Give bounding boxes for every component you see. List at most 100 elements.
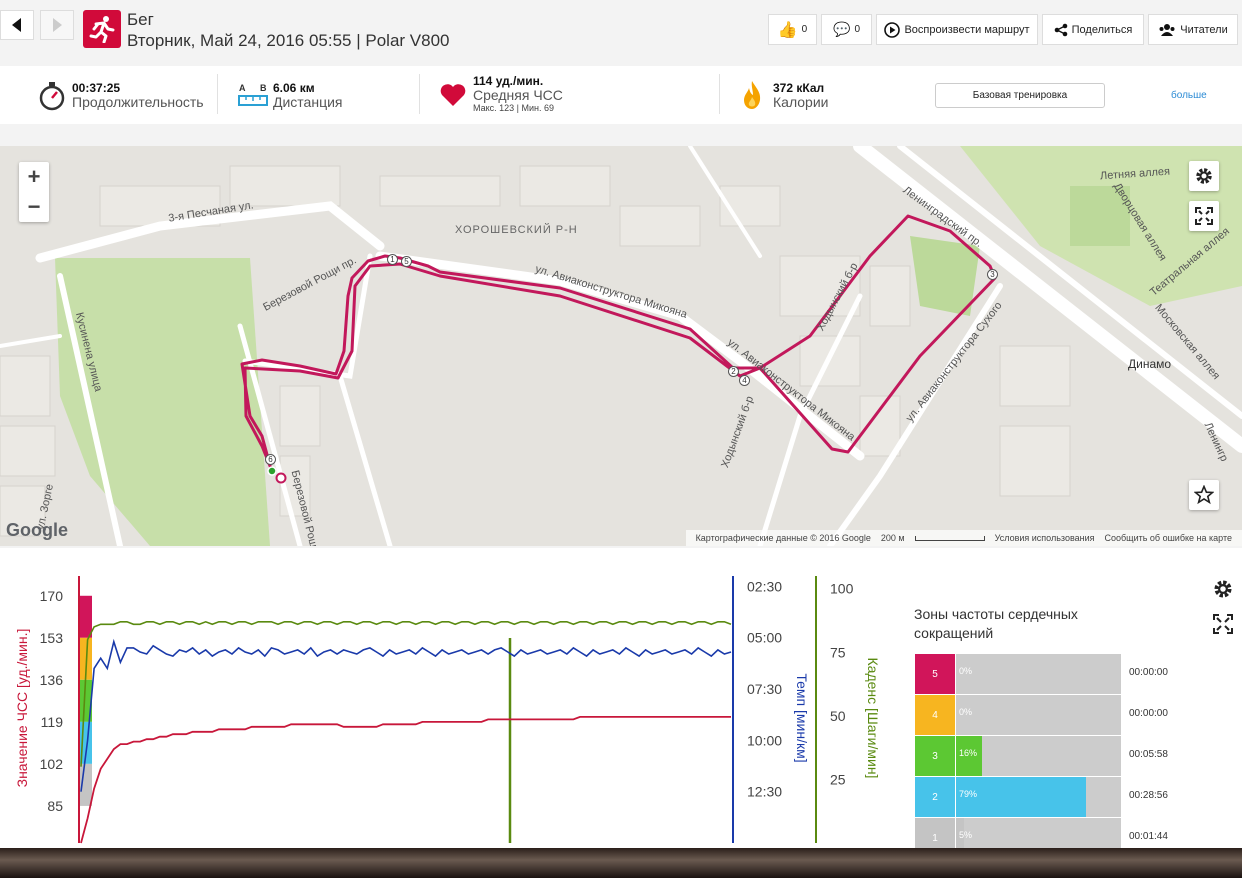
google-logo: Google <box>6 520 68 540</box>
hr-zone-row: 4 0% 00:00:00 <box>915 695 1215 735</box>
map-scale: 200 м <box>880 533 905 543</box>
duration-value: 00:37:25 <box>72 81 121 95</box>
hr-zone-time: 00:01:44 <box>1129 831 1168 842</box>
cadence-axis-label: Каденс [Шаги/мин] <box>865 658 881 779</box>
pace-line <box>80 638 732 792</box>
fullscreen-icon <box>1213 614 1233 634</box>
hr-zone-bar-track: 0% <box>956 654 1121 694</box>
forward-button[interactable] <box>40 10 74 40</box>
summary-bar: 00:37:25 Продолжительность A B 6.06 км Д… <box>0 66 1242 124</box>
pace-tick-label: 02:30 <box>747 578 782 594</box>
replay-route-button[interactable]: Воспроизвести маршрут <box>876 14 1038 45</box>
session-chart: 170 153 136 119 102 85 02:30 05:00 07:30 10:00 12… <box>14 576 881 844</box>
cadence-tick-label: 25 <box>830 771 846 787</box>
hr-zone-percent: 0% <box>959 666 973 676</box>
chart-settings-button[interactable] <box>1208 575 1238 603</box>
pace-tick-label: 10:00 <box>747 732 782 748</box>
hr-line <box>80 716 731 844</box>
hr-zone-row: 5 0% 00:00:00 <box>915 654 1215 694</box>
flame-icon <box>744 81 761 109</box>
comment-count: 0 <box>854 24 860 35</box>
km-marker: 3 <box>987 269 998 280</box>
distance-a-label: A <box>239 83 246 93</box>
avg-hr-value: 114 уд./мин. <box>473 74 544 88</box>
training-type-button[interactable]: Базовая тренировка <box>935 83 1105 108</box>
district-label: ХОРОШЕВСКИЙ Р-Н <box>455 224 578 236</box>
running-icon <box>83 10 121 48</box>
zoom-in-button[interactable]: + <box>27 164 41 189</box>
gear-icon <box>1196 168 1212 184</box>
hr-zone-bar-fill <box>956 818 965 858</box>
zoom-out-button[interactable]: − <box>27 194 41 219</box>
zoom-control: + − <box>19 162 49 222</box>
sport-title: Бег <box>127 10 154 29</box>
pace-tick-label: 07:30 <box>747 681 782 697</box>
pace-tick-label: 05:00 <box>747 630 782 646</box>
os-taskbar <box>0 848 1242 878</box>
hr-zone-time: 00:00:00 <box>1129 708 1168 719</box>
chevron-right-icon <box>53 18 62 32</box>
comment-button[interactable]: 💬 0 <box>821 14 872 45</box>
hr-tick-label: 119 <box>41 714 64 730</box>
km-marker: 4 <box>739 375 750 386</box>
header: Бег Вторник, Май 24, 2016 05:55 | Polar … <box>0 0 1242 64</box>
hr-zones-title: Зоны частоты сердечных сокращений <box>914 606 1078 641</box>
thumbs-up-icon: 👍 <box>777 21 798 39</box>
back-button[interactable] <box>0 10 34 40</box>
map-canvas <box>0 146 1242 546</box>
ruler-icon <box>238 95 268 106</box>
readers-button[interactable]: Читатели <box>1148 14 1238 45</box>
calories-value: 372 кКал <box>773 81 825 95</box>
terms-link[interactable]: Условия использования <box>994 533 1095 543</box>
like-count: 0 <box>801 24 808 35</box>
pace-axis-label: Темп [мин/км] <box>794 673 810 762</box>
hr-zone-bar-track: 79% <box>956 777 1121 817</box>
scale-bar <box>914 535 985 541</box>
session-date: Вторник, Май 24, 2016 05:55 | Polar V800 <box>127 31 450 50</box>
hr-zone-row: 3 16% 00:05:58 <box>915 736 1215 776</box>
hr-tick-label: 136 <box>40 672 64 688</box>
hr-zone-band <box>80 679 92 722</box>
duration-label: Продолжительность <box>72 94 204 110</box>
distance-label: Дистанция <box>273 94 343 110</box>
map-fullscreen-button[interactable] <box>1189 201 1219 231</box>
distance-b-label: B <box>260 83 267 93</box>
hr-zone-time: 00:05:58 <box>1129 749 1168 760</box>
play-icon <box>884 21 901 38</box>
map-attribution: Картографические данные © 2016 Google 20… <box>685 530 1242 546</box>
hr-zone-band <box>80 595 92 638</box>
share-button[interactable]: Поделиться <box>1042 14 1144 45</box>
fullscreen-icon <box>1195 207 1213 225</box>
avg-hr-label: Средняя ЧСС <box>473 87 563 103</box>
km-marker: 5 <box>401 256 412 267</box>
cadence-tick-label: 100 <box>830 581 854 597</box>
divider <box>719 74 720 114</box>
route-map[interactable]: 1 5 2 4 3 6 3-я Песчаная ул. ХОРОШЕВСКИЙ… <box>0 146 1242 546</box>
hr-zone-percent: 79% <box>959 789 978 799</box>
hr-zone-percent: 5% <box>959 830 973 840</box>
hr-tick-label: 153 <box>40 630 64 646</box>
like-button[interactable]: 👍 0 <box>768 14 817 45</box>
metro-label: Динамо <box>1128 357 1172 371</box>
readers-label: Читатели <box>1180 23 1228 36</box>
hr-zone-row: 2 79% 00:28:56 <box>915 777 1215 817</box>
divider <box>419 74 420 114</box>
hr-zone-time: 00:28:56 <box>1129 790 1168 801</box>
analysis-panel: 170 153 136 119 102 85 02:30 05:00 07:30 10:00 12… <box>0 548 1242 858</box>
share-label: Поделиться <box>1071 23 1133 36</box>
favorite-button[interactable] <box>1189 480 1219 510</box>
divider <box>217 74 218 114</box>
gear-icon <box>1214 580 1232 598</box>
more-link[interactable]: больше <box>1171 90 1207 101</box>
map-settings-button[interactable] <box>1189 161 1219 191</box>
cadence-tick-label: 75 <box>830 644 846 660</box>
chevron-left-icon <box>12 18 21 32</box>
report-error-link[interactable]: Сообщить об ошибке на карте <box>1104 533 1232 543</box>
chart-fullscreen-button[interactable] <box>1208 610 1238 638</box>
pace-tick-label: 12:30 <box>747 784 782 800</box>
star-icon <box>1194 485 1214 505</box>
comment-icon: 💬 <box>833 21 851 37</box>
hr-tick-label: 85 <box>47 798 63 814</box>
hr-max-min: Макс. 123 | Мин. 69 <box>473 103 555 113</box>
stopwatch-icon <box>39 82 65 111</box>
